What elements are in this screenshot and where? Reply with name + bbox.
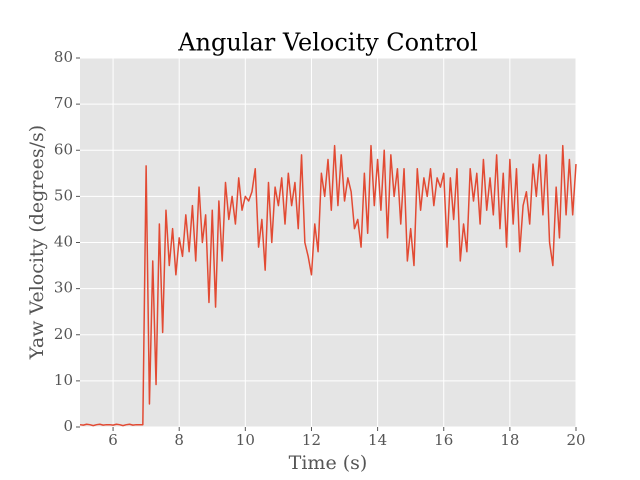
x-tick-label: 10 (236, 431, 255, 449)
y-tick-label: 60 (54, 140, 73, 158)
x-tick-label: 18 (500, 431, 519, 449)
x-tick-label: 12 (302, 431, 321, 449)
x-tick-label: 20 (566, 431, 585, 449)
y-tick-label: 40 (54, 233, 73, 251)
y-tick-label: 80 (54, 48, 73, 66)
data-line (79, 144, 577, 427)
y-axis-label: Yaw Velocity (degrees/s) (26, 125, 48, 360)
x-tick-label: 6 (108, 431, 118, 449)
y-tick-label: 70 (54, 94, 73, 112)
y-tick-label: 20 (54, 325, 73, 343)
x-tick-label: 16 (434, 431, 453, 449)
x-tick-label: 14 (368, 431, 387, 449)
chart-title: Angular Velocity Control (177, 29, 478, 57)
y-tick-label: 0 (63, 417, 73, 435)
x-axis-label: Time (s) (289, 452, 368, 474)
y-tick-label: 50 (54, 186, 73, 204)
x-tick-label: 8 (174, 431, 184, 449)
y-tick-label: 30 (54, 279, 73, 297)
y-tick-label: 10 (54, 371, 73, 389)
